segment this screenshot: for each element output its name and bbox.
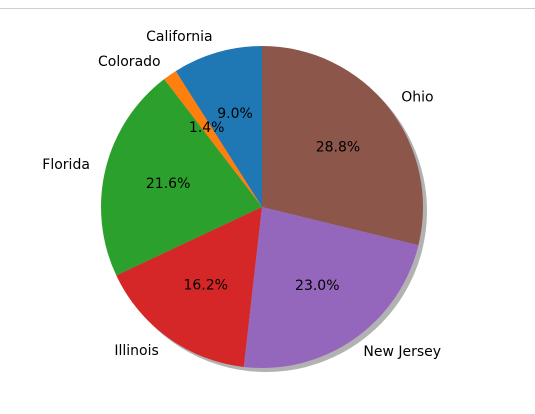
label-ohio: Ohio [401,90,433,106]
pct-label-new-jersey: 23.0% [295,278,339,294]
pie-slice-ohio [262,46,424,246]
label-florida: Florida [42,157,90,173]
pct-label-colorado: 1.4% [189,120,225,136]
label-illinois: Illinois [114,343,158,359]
pie-slice-new-jersey [243,207,419,369]
pie-slices [100,46,424,369]
pie-slice-florida [100,79,263,276]
label-new-jersey: New Jersey [363,344,441,360]
cell-top-border [0,0,535,9]
pct-label-ohio: 28.8% [316,139,360,155]
pie-slice-colorado [164,71,262,207]
pct-label-illinois: 16.2% [183,278,227,294]
pie-slice-illinois [116,207,262,367]
label-california: California [146,29,212,45]
pct-label-california: 9.0% [217,106,253,122]
label-colorado: Colorado [98,54,161,70]
pie-labels: California 9.0% Colorado 1.4% Florida 21.6% Il… [42,29,441,360]
pct-label-florida: 21.6% [146,176,190,192]
pie-slice-california [175,46,262,207]
